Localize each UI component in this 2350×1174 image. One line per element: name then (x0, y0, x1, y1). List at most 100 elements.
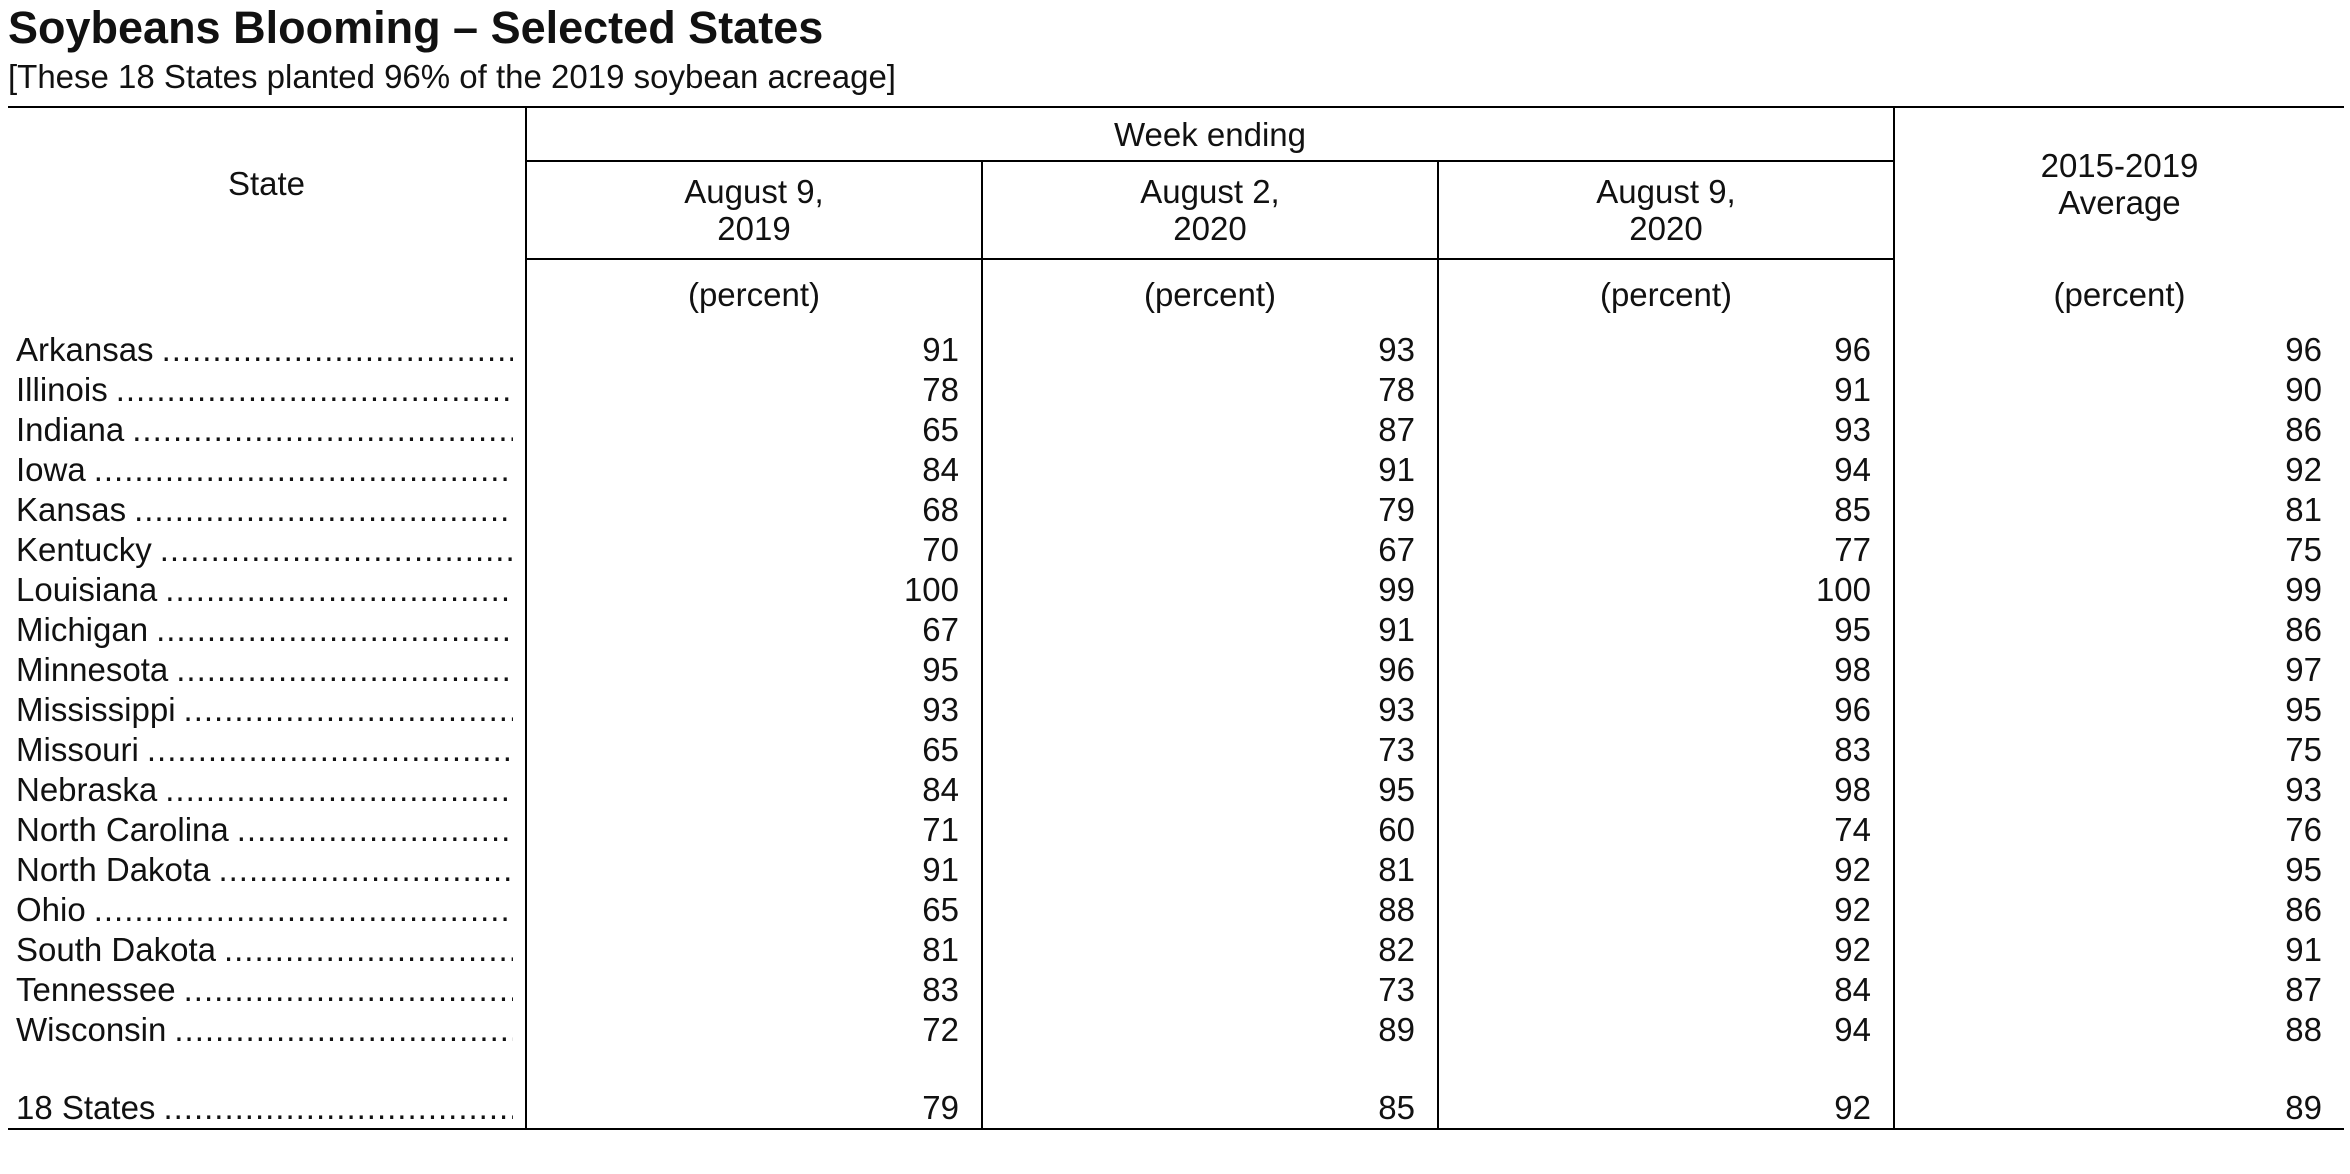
value-cell: 88 (981, 890, 1438, 930)
state-cell: Iowa (8, 450, 526, 490)
value-cell: 91 (1893, 930, 2345, 970)
state-name: Ohio (16, 891, 86, 928)
value-cell: 81 (525, 930, 982, 970)
value-cell: 93 (981, 690, 1438, 730)
value-cell: 92 (1436, 890, 1895, 930)
date-column-header: August 9, 2019 (525, 161, 982, 260)
value-cell: 92 (1436, 930, 1895, 970)
leader-dots (224, 930, 513, 970)
state-cell: Missouri (8, 730, 526, 770)
value-cell: 91 (981, 610, 1438, 650)
value-cell: 67 (525, 610, 982, 650)
leader-dots (147, 730, 513, 770)
table-row: Illinois78789190 (8, 370, 2345, 410)
unit-row-blank (8, 259, 526, 330)
spacer-cell (8, 1050, 526, 1088)
leader-dots (94, 890, 513, 930)
value-cell: 87 (1893, 970, 2345, 1010)
value-cell: 100 (525, 570, 982, 610)
value-cell: 68 (525, 490, 982, 530)
state-cell: North Dakota (8, 850, 526, 890)
value-cell: 75 (1893, 530, 2345, 570)
state-cell: Mississippi (8, 690, 526, 730)
value-cell: 96 (1436, 690, 1895, 730)
state-cell: Illinois (8, 370, 526, 410)
value-cell: 81 (1893, 490, 2345, 530)
date-header-line1: August 2, (1140, 173, 1280, 210)
unit-row: (percent) (percent) (percent) (percent) (8, 259, 2345, 330)
leader-dots (176, 650, 513, 690)
spacer-cell (1893, 1050, 2345, 1088)
state-cell: Indiana (8, 410, 526, 450)
state-name: Louisiana (16, 571, 158, 608)
value-cell: 70 (525, 530, 982, 570)
page-title: Soybeans Blooming – Selected States (8, 2, 824, 53)
value-cell: 84 (525, 450, 982, 490)
table-row: Louisiana1009910099 (8, 570, 2345, 610)
leader-dots (134, 490, 513, 530)
state-name: Tennessee (16, 971, 176, 1008)
value-cell: 91 (525, 330, 982, 370)
state-name: Kentucky (16, 531, 152, 568)
date-header-line2: 2019 (717, 210, 791, 247)
value-cell: 91 (1436, 370, 1895, 410)
state-name: North Dakota (16, 851, 211, 888)
date-header-line2: 2020 (1173, 210, 1247, 247)
value-cell: 79 (981, 490, 1438, 530)
value-cell: 84 (525, 770, 982, 810)
value-cell: 96 (1893, 330, 2345, 370)
value-cell: 81 (981, 850, 1438, 890)
leader-dots (184, 690, 513, 730)
state-cell: Nebraska (8, 770, 526, 810)
value-cell: 76 (1893, 810, 2345, 850)
value-cell: 98 (1436, 650, 1895, 690)
state-cell: Arkansas (8, 330, 526, 370)
state-name: Mississippi (16, 691, 176, 728)
value-cell: 78 (981, 370, 1438, 410)
value-cell: 95 (1893, 850, 2345, 890)
leader-dots (160, 530, 513, 570)
value-cell: 93 (981, 330, 1438, 370)
state-cell: Wisconsin (8, 1010, 526, 1050)
page-subtitle: [These 18 States planted 96% of the 2019… (8, 58, 896, 95)
value-cell: 93 (525, 690, 982, 730)
state-cell: Tennessee (8, 970, 526, 1010)
value-cell: 67 (981, 530, 1438, 570)
state-cell: 18 States (8, 1088, 526, 1130)
value-cell: 86 (1893, 410, 2345, 450)
state-cell: Ohio (8, 890, 526, 930)
value-cell: 99 (1893, 570, 2345, 610)
week-ending-header: Week ending (524, 107, 1896, 162)
state-name: North Carolina (16, 811, 229, 848)
soybeans-blooming-table: State Week ending 2015-2019 Average Augu… (8, 106, 2345, 1130)
table-row: Arkansas91939696 (8, 330, 2345, 370)
leader-dots (184, 970, 513, 1010)
leader-dots (156, 610, 513, 650)
state-name: Arkansas (16, 331, 154, 368)
date-header-line1: August 9, (684, 173, 824, 210)
state-cell: South Dakota (8, 930, 526, 970)
leader-dots (116, 370, 513, 410)
value-cell: 88 (1893, 1010, 2345, 1050)
spacer-cell (525, 1050, 982, 1088)
state-cell: Kentucky (8, 530, 526, 570)
state-name: Iowa (16, 451, 86, 488)
date-header-line2: 2020 (1629, 210, 1703, 247)
state-name: Kansas (16, 491, 127, 528)
value-cell: 93 (1436, 410, 1895, 450)
value-cell: 99 (981, 570, 1438, 610)
value-cell: 100 (1436, 570, 1895, 610)
spacer-row (8, 1050, 2345, 1088)
value-cell: 95 (525, 650, 982, 690)
leader-dots (165, 770, 513, 810)
state-name: South Dakota (16, 931, 216, 968)
value-cell: 98 (1436, 770, 1895, 810)
